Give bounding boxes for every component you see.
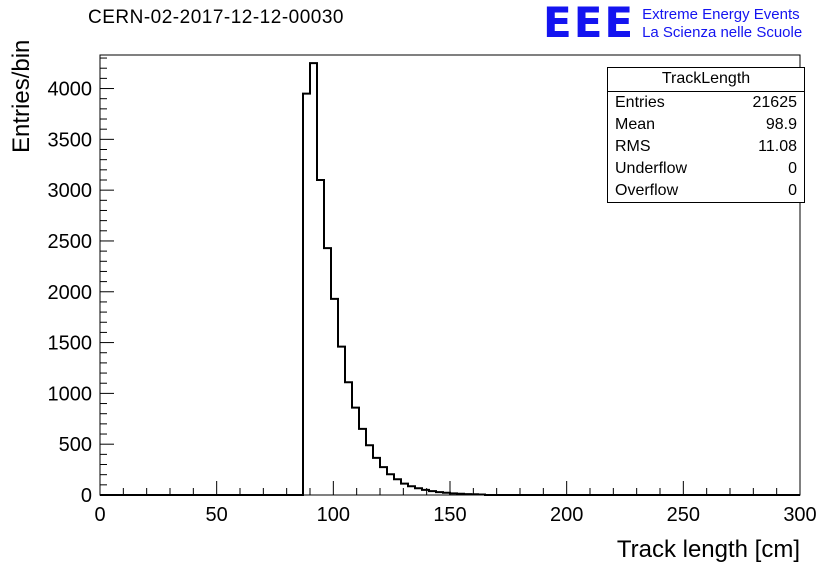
stats-label: Mean [615,116,656,133]
stats-value: 98.9 [765,116,797,133]
svg-text:150: 150 [433,504,466,526]
stats-row: RMS 11.08 [608,136,804,158]
svg-text:200: 200 [550,504,583,526]
x-axis-title: Track length [cm] [616,536,800,563]
svg-text:0: 0 [94,504,105,526]
svg-text:1500: 1500 [48,333,93,355]
svg-text:300: 300 [783,504,816,526]
stats-row: Entries 21625 [608,92,804,114]
svg-text:3500: 3500 [48,129,93,151]
eee-logo-line-2: La Scienza nelle Scuole [642,24,803,41]
stats-label: RMS [615,138,651,155]
eee-logo-acronym: EEE [543,0,636,47]
svg-text:250: 250 [667,504,700,526]
svg-text:4000: 4000 [48,79,93,101]
stats-row: Underflow 0 [608,158,804,180]
plot-title: CERN-02-2017-12-12-00030 [88,7,344,28]
svg-text:1000: 1000 [48,383,93,405]
stats-value: 0 [788,182,797,199]
svg-text:2500: 2500 [48,231,93,253]
eee-logo: EEE Extreme Energy Events La Scienza nel… [543,2,802,44]
stats-title: TrackLength [608,68,804,92]
stats-label: Entries [615,94,665,111]
stats-label: Underflow [615,160,688,177]
svg-text:500: 500 [59,434,92,456]
stats-label: Overflow [615,182,679,199]
stats-row: Overflow 0 [608,180,804,202]
svg-text:2000: 2000 [48,282,93,304]
svg-text:0: 0 [81,485,92,507]
eee-logo-line-1: Extreme Energy Events [642,6,800,23]
svg-text:100: 100 [317,504,350,526]
stats-value: 11.08 [758,138,797,155]
stats-value: 21625 [752,94,798,111]
y-axis-title: Entries/bin [8,39,35,153]
svg-text:3000: 3000 [48,180,93,202]
svg-text:50: 50 [206,504,228,526]
stats-box: TrackLength Entries 21625 Mean 98.9 RMS … [607,67,805,203]
stats-row: Mean 98.9 [608,114,804,136]
eee-logo-text: Extreme Energy Events La Scienza nelle S… [642,2,802,42]
stats-value: 0 [788,160,797,177]
